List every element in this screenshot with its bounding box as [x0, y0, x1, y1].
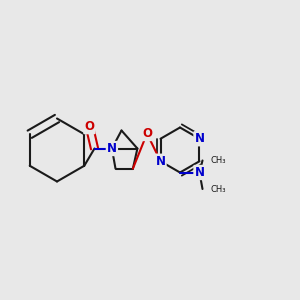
Text: CH₃: CH₃: [210, 184, 226, 194]
Text: N: N: [194, 132, 205, 145]
Text: O: O: [142, 127, 152, 140]
Text: N: N: [155, 155, 166, 168]
Text: N: N: [194, 166, 205, 179]
Text: O: O: [84, 120, 94, 133]
Text: N: N: [107, 142, 117, 155]
Text: CH₃: CH₃: [210, 156, 226, 165]
